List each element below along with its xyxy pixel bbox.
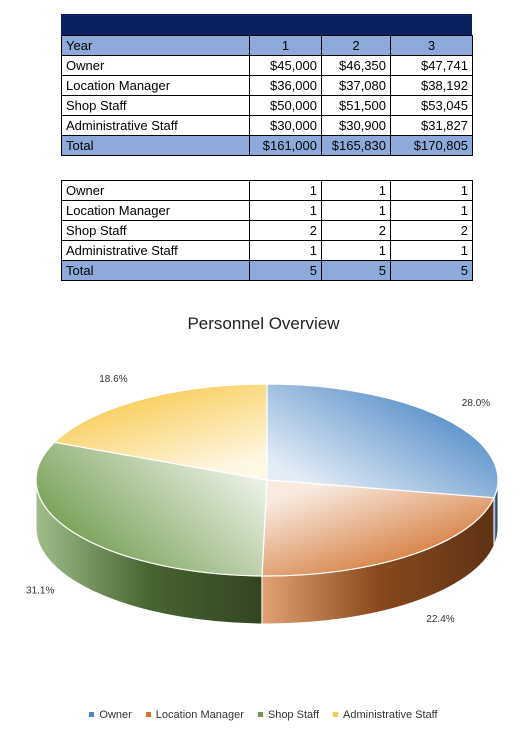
pie-chart: 28.0% 22.4% 31.1% 18.6% xyxy=(26,374,499,625)
value-cell: 2 xyxy=(321,35,391,56)
legend-item-administrative-staff: Administrative Staff xyxy=(333,709,438,721)
table-total-row: Total $161,000 $165,830 $170,805 xyxy=(61,135,473,156)
table-row: Administrative Staff $30,000 $30,900 $31,82… xyxy=(61,115,473,136)
row-label-cell: Administrative Staff xyxy=(61,240,250,261)
legend-label: Location Manager xyxy=(155,709,244,721)
value-cell: $53,045 xyxy=(390,95,473,116)
data-label-shop-staff: 31.1% xyxy=(26,585,54,596)
value-cell: 2 xyxy=(249,220,322,241)
value-cell: 1 xyxy=(390,240,473,261)
value-cell: $50,000 xyxy=(249,95,322,116)
chart-legend: Owner Location Manager Shop Staff Administr… xyxy=(0,709,527,721)
value-cell: 1 xyxy=(249,180,322,201)
value-cell: $38,192 xyxy=(390,75,473,96)
legend-item-shop-staff: Shop Staff xyxy=(257,709,320,721)
value-cell: $161,000 xyxy=(249,135,322,156)
value-cell: 2 xyxy=(321,220,391,241)
value-cell: $170,805 xyxy=(390,135,473,156)
pie-slice-shop-staff xyxy=(35,441,268,577)
table-header-row: Year 1 2 3 xyxy=(61,35,473,56)
row-label-cell: Administrative Staff xyxy=(61,115,250,136)
value-cell: $30,000 xyxy=(249,115,322,136)
table-row: Owner $45,000 $46,350 $47,741 xyxy=(61,55,473,76)
value-cell: 5 xyxy=(390,260,473,281)
value-cell: $46,350 xyxy=(321,55,391,76)
row-label-cell: Year xyxy=(61,35,250,56)
salary-table: Year 1 2 3 Owner $45,000 $46,350 $47,741 Locatio… xyxy=(61,35,473,156)
value-cell: 1 xyxy=(321,200,391,221)
value-cell: $36,000 xyxy=(249,75,322,96)
headcount-table: Owner 1 1 1 Location Manager 1 1 1 Shop Staff 2 2 2… xyxy=(61,180,473,281)
legend-label: Administrative Staff xyxy=(343,709,438,721)
legend-item-owner: Owner xyxy=(89,709,132,721)
value-cell: $30,900 xyxy=(321,115,391,136)
legend-swatch xyxy=(145,711,151,717)
sheet-header-bar xyxy=(61,14,472,35)
value-cell: 5 xyxy=(249,260,322,281)
value-cell: 1 xyxy=(321,240,391,261)
value-cell: $165,830 xyxy=(321,135,391,156)
table-row: Location Manager $36,000 $37,080 $38,192 xyxy=(61,75,473,96)
value-cell: 3 xyxy=(390,35,473,56)
legend-swatch xyxy=(89,711,95,717)
pie-slice-administrative-staff xyxy=(53,383,268,481)
table-row: Shop Staff $50,000 $51,500 $53,045 xyxy=(61,95,473,116)
table-row: Owner 1 1 1 xyxy=(61,180,473,201)
legend-label: Owner xyxy=(99,709,132,721)
row-label-cell: Owner xyxy=(61,180,250,201)
pie-slice-location-manager xyxy=(261,479,495,577)
value-cell: 5 xyxy=(321,260,391,281)
table-total-row: Total 5 5 5 xyxy=(61,260,473,281)
value-cell: 1 xyxy=(249,200,322,221)
value-cell: $31,827 xyxy=(390,115,473,136)
value-cell: $37,080 xyxy=(321,75,391,96)
value-cell: 2 xyxy=(390,220,473,241)
table-row: Administrative Staff 1 1 1 xyxy=(61,240,473,261)
value-cell: 1 xyxy=(321,180,391,201)
value-cell: 1 xyxy=(249,240,322,261)
data-label-administrative-staff: 18.6% xyxy=(99,374,127,385)
row-label-cell: Location Manager xyxy=(61,200,250,221)
row-label-cell: Total xyxy=(61,135,250,156)
pie-slice-owner xyxy=(266,383,499,499)
row-label-cell: Total xyxy=(61,260,250,281)
row-label-cell: Shop Staff xyxy=(61,220,250,241)
value-cell: 1 xyxy=(390,180,473,201)
data-label-owner: 28.0% xyxy=(462,398,490,409)
legend-label: Shop Staff xyxy=(267,709,320,721)
table-row: Shop Staff 2 2 2 xyxy=(61,220,473,241)
row-label-cell: Location Manager xyxy=(61,75,250,96)
value-cell: $45,000 xyxy=(249,55,322,76)
value-cell: 1 xyxy=(390,200,473,221)
value-cell: $51,500 xyxy=(321,95,391,116)
row-label-cell: Shop Staff xyxy=(61,95,250,116)
legend-item-location-manager: Location Manager xyxy=(145,709,244,721)
data-label-location-manager: 22.4% xyxy=(426,614,454,625)
legend-swatch xyxy=(257,711,263,717)
value-cell: $47,741 xyxy=(390,55,473,76)
chart-title: Personnel Overview xyxy=(187,314,340,333)
value-cell: 1 xyxy=(249,35,322,56)
table-row: Location Manager 1 1 1 xyxy=(61,200,473,221)
row-label-cell: Owner xyxy=(61,55,250,76)
legend-swatch xyxy=(333,711,339,717)
